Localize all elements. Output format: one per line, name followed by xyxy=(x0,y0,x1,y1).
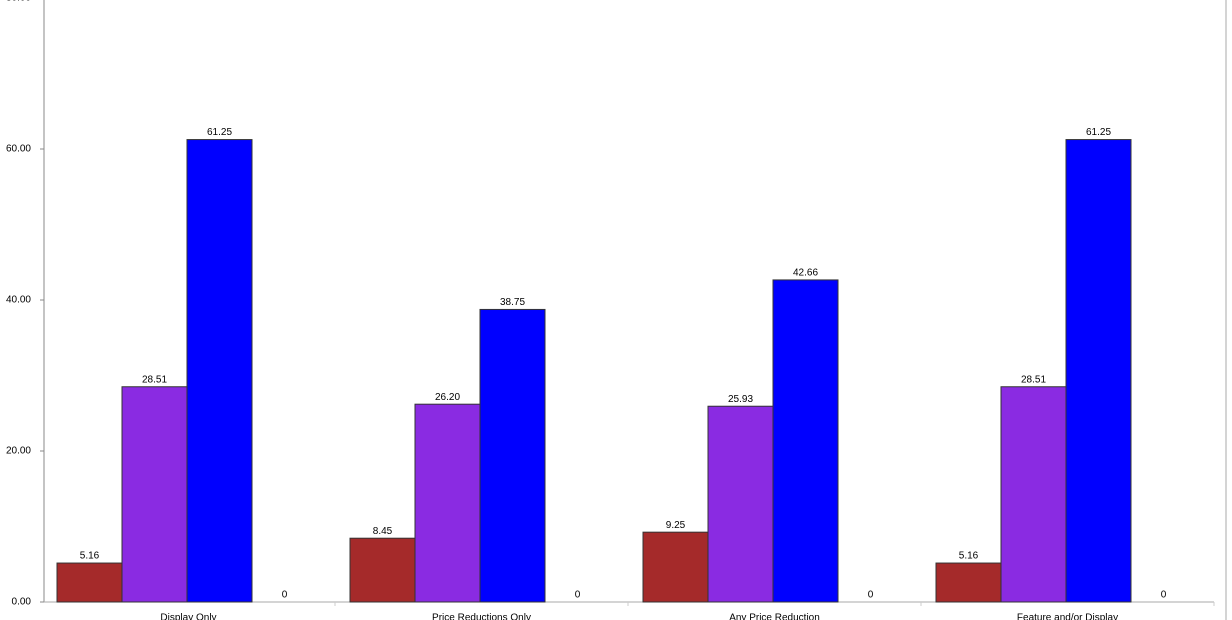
x-tick-label: Any Price Reduction xyxy=(729,613,820,620)
value-label: 25.93 xyxy=(728,394,753,405)
value-label: 28.51 xyxy=(1021,374,1046,385)
value-label: 5.16 xyxy=(80,551,100,562)
bar xyxy=(414,403,481,603)
value-label: 0 xyxy=(868,590,874,601)
value-label: 38.75 xyxy=(500,297,525,308)
bar xyxy=(479,308,546,603)
bar xyxy=(935,562,1002,603)
bar xyxy=(642,531,709,603)
y-tick-label: 20.00 xyxy=(6,446,31,457)
bar xyxy=(1000,386,1067,603)
bar xyxy=(186,139,253,603)
value-label: 26.20 xyxy=(435,392,460,403)
value-label: 0 xyxy=(282,590,288,601)
value-label: 28.51 xyxy=(142,374,167,385)
x-tick-label: Display Only xyxy=(160,613,216,620)
value-label: 61.25 xyxy=(1086,127,1111,138)
value-label: 0 xyxy=(575,590,581,601)
bar xyxy=(56,562,123,603)
x-tick-label: Feature and/or Display xyxy=(1017,613,1118,620)
value-label: 61.25 xyxy=(207,127,232,138)
y-tick-label: 0.00 xyxy=(12,597,32,608)
value-label: 0 xyxy=(1161,590,1167,601)
bar xyxy=(707,405,774,603)
bar xyxy=(772,279,839,603)
bar xyxy=(121,386,188,603)
y-tick-label: 40.00 xyxy=(6,295,31,306)
x-tick-label: Price Reductions Only xyxy=(432,613,531,620)
y-tick-label: 60.00 xyxy=(6,144,31,155)
value-label: 8.45 xyxy=(373,526,393,537)
bar xyxy=(349,537,416,603)
value-label: 9.25 xyxy=(666,520,686,531)
value-label: 5.16 xyxy=(959,551,979,562)
value-label: 42.66 xyxy=(793,268,818,279)
bar xyxy=(1065,139,1132,603)
y-tick-label: 80.00 xyxy=(6,0,31,4)
